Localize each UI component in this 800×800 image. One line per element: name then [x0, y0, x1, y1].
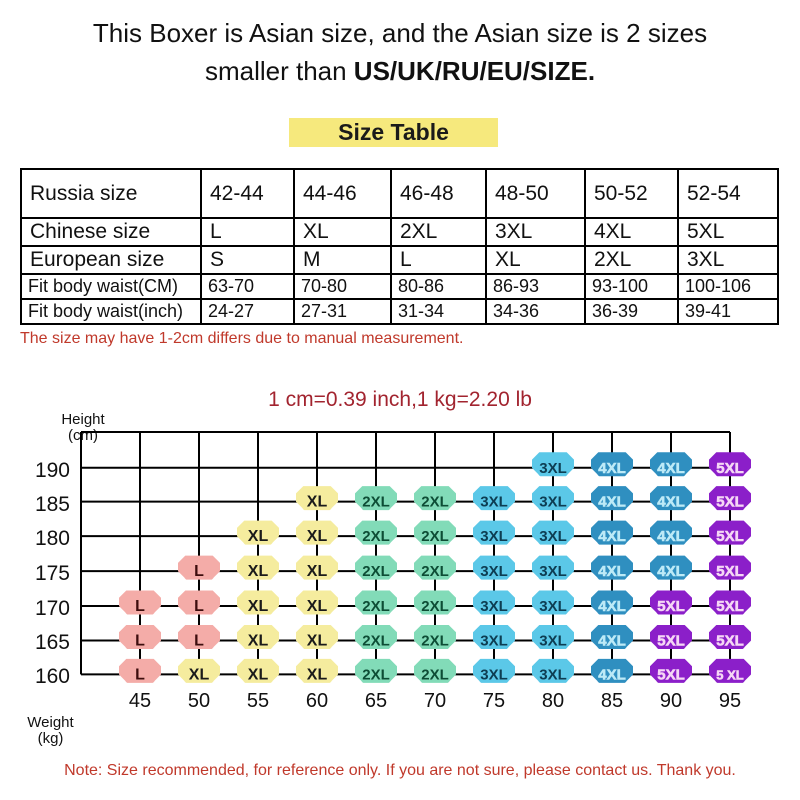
- svg-text:XL: XL: [248, 666, 269, 683]
- svg-text:3XL: 3XL: [480, 494, 508, 511]
- svg-text:2XL: 2XL: [362, 598, 390, 615]
- svg-text:XL: XL: [248, 598, 269, 615]
- svg-text:3XL: 3XL: [539, 633, 567, 650]
- svg-text:5XL: 5XL: [716, 563, 744, 580]
- svg-text:5XL: 5XL: [716, 494, 744, 511]
- svg-text:3XL: 3XL: [480, 598, 508, 615]
- svg-text:L: L: [135, 598, 145, 615]
- svg-text:3XL: 3XL: [539, 460, 567, 477]
- svg-text:4XL: 4XL: [657, 494, 685, 511]
- svg-text:2XL: 2XL: [421, 598, 449, 615]
- svg-text:2XL: 2XL: [421, 633, 449, 650]
- svg-text:L: L: [135, 666, 145, 683]
- svg-text:4XL: 4XL: [598, 460, 626, 477]
- svg-text:4XL: 4XL: [598, 563, 626, 580]
- svg-text:2XL: 2XL: [421, 494, 449, 511]
- svg-text:3XL: 3XL: [480, 633, 508, 650]
- svg-text:5XL: 5XL: [716, 460, 744, 477]
- svg-text:XL: XL: [307, 666, 328, 683]
- svg-text:4XL: 4XL: [598, 633, 626, 650]
- svg-text:2XL: 2XL: [362, 528, 390, 545]
- svg-text:4XL: 4XL: [657, 460, 685, 477]
- svg-text:4XL: 4XL: [598, 598, 626, 615]
- svg-text:L: L: [194, 598, 204, 615]
- svg-text:L: L: [135, 633, 145, 650]
- svg-text:XL: XL: [307, 598, 328, 615]
- svg-text:XL: XL: [248, 563, 269, 580]
- svg-text:5XL: 5XL: [657, 598, 685, 615]
- svg-text:XL: XL: [189, 666, 210, 683]
- svg-text:3XL: 3XL: [480, 666, 508, 683]
- svg-text:2XL: 2XL: [362, 494, 390, 511]
- svg-text:XL: XL: [248, 528, 269, 545]
- svg-text:3XL: 3XL: [539, 598, 567, 615]
- svg-text:XL: XL: [307, 494, 328, 511]
- svg-text:3XL: 3XL: [539, 666, 567, 683]
- svg-text:2XL: 2XL: [421, 528, 449, 545]
- svg-text:4XL: 4XL: [657, 563, 685, 580]
- svg-text:5 XL: 5 XL: [716, 667, 744, 682]
- svg-text:L: L: [194, 633, 204, 650]
- svg-text:2XL: 2XL: [421, 666, 449, 683]
- svg-text:3XL: 3XL: [539, 494, 567, 511]
- svg-text:2XL: 2XL: [362, 633, 390, 650]
- svg-text:L: L: [194, 563, 204, 580]
- svg-text:XL: XL: [307, 528, 328, 545]
- svg-text:4XL: 4XL: [598, 494, 626, 511]
- svg-text:3XL: 3XL: [539, 563, 567, 580]
- svg-text:XL: XL: [248, 633, 269, 650]
- svg-text:5XL: 5XL: [657, 666, 685, 683]
- svg-text:5XL: 5XL: [716, 633, 744, 650]
- svg-text:2XL: 2XL: [362, 666, 390, 683]
- svg-text:2XL: 2XL: [421, 563, 449, 580]
- svg-text:3XL: 3XL: [480, 563, 508, 580]
- svg-text:XL: XL: [307, 633, 328, 650]
- svg-text:5XL: 5XL: [716, 528, 744, 545]
- svg-text:3XL: 3XL: [539, 528, 567, 545]
- svg-text:3XL: 3XL: [480, 528, 508, 545]
- svg-text:5XL: 5XL: [657, 633, 685, 650]
- svg-text:2XL: 2XL: [362, 563, 390, 580]
- svg-text:4XL: 4XL: [598, 666, 626, 683]
- svg-text:XL: XL: [307, 563, 328, 580]
- svg-text:4XL: 4XL: [657, 528, 685, 545]
- svg-text:5XL: 5XL: [716, 598, 744, 615]
- svg-text:4XL: 4XL: [598, 528, 626, 545]
